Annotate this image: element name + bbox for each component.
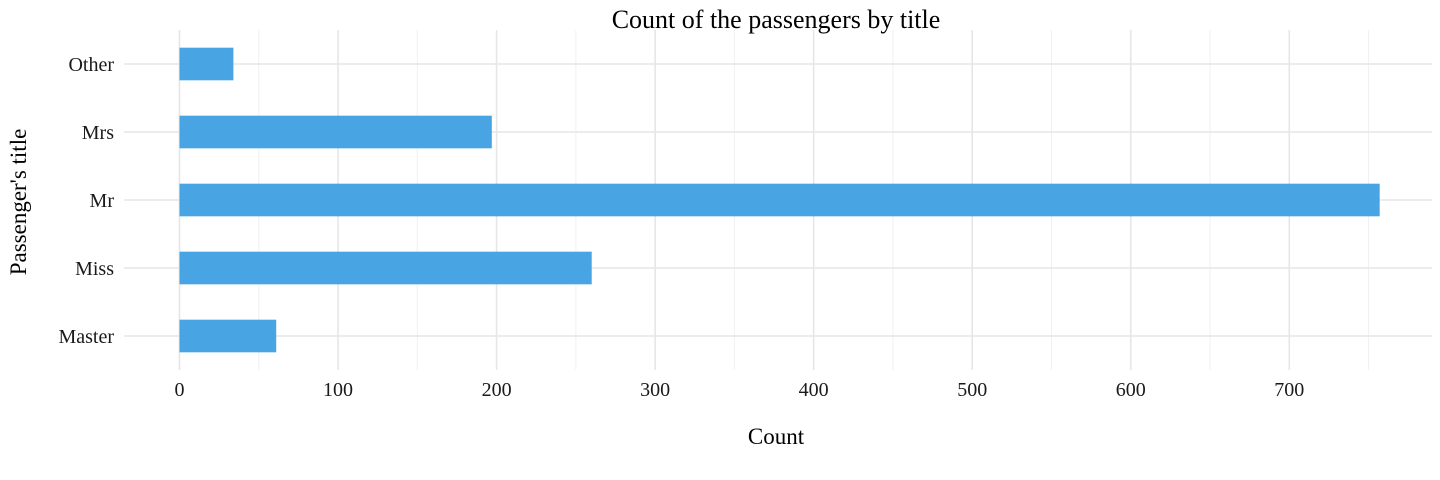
y-tick-labels: Master Miss Mr Mrs Other [58,54,114,348]
x-axis-label: Count [748,424,805,449]
bar-mrs [179,115,492,149]
bar-miss [179,251,592,285]
x-tick-labels: 0 100 200 300 400 500 600 700 [174,379,1304,401]
y-axis-label: Passenger's title [6,129,31,276]
y-tick-label: Other [68,54,114,76]
x-tick-label: 300 [640,379,670,401]
y-tick-label: Miss [75,258,114,280]
x-tick-label: 700 [1274,379,1304,401]
x-tick-label: 100 [323,379,353,401]
x-tick-label: 400 [799,379,829,401]
chart-title: Count of the passengers by title [612,5,941,34]
x-tick-label: 200 [482,379,512,401]
bar-master [179,319,277,353]
bars [179,47,1380,353]
y-tick-label: Mrs [82,122,114,144]
y-tick-label: Master [58,326,114,348]
y-tick-label: Mr [90,190,115,212]
x-tick-label: 0 [174,379,184,401]
x-tick-label: 500 [957,379,987,401]
x-tick-label: 600 [1116,379,1146,401]
bar-other [179,47,234,81]
bar-mr [179,183,1380,217]
